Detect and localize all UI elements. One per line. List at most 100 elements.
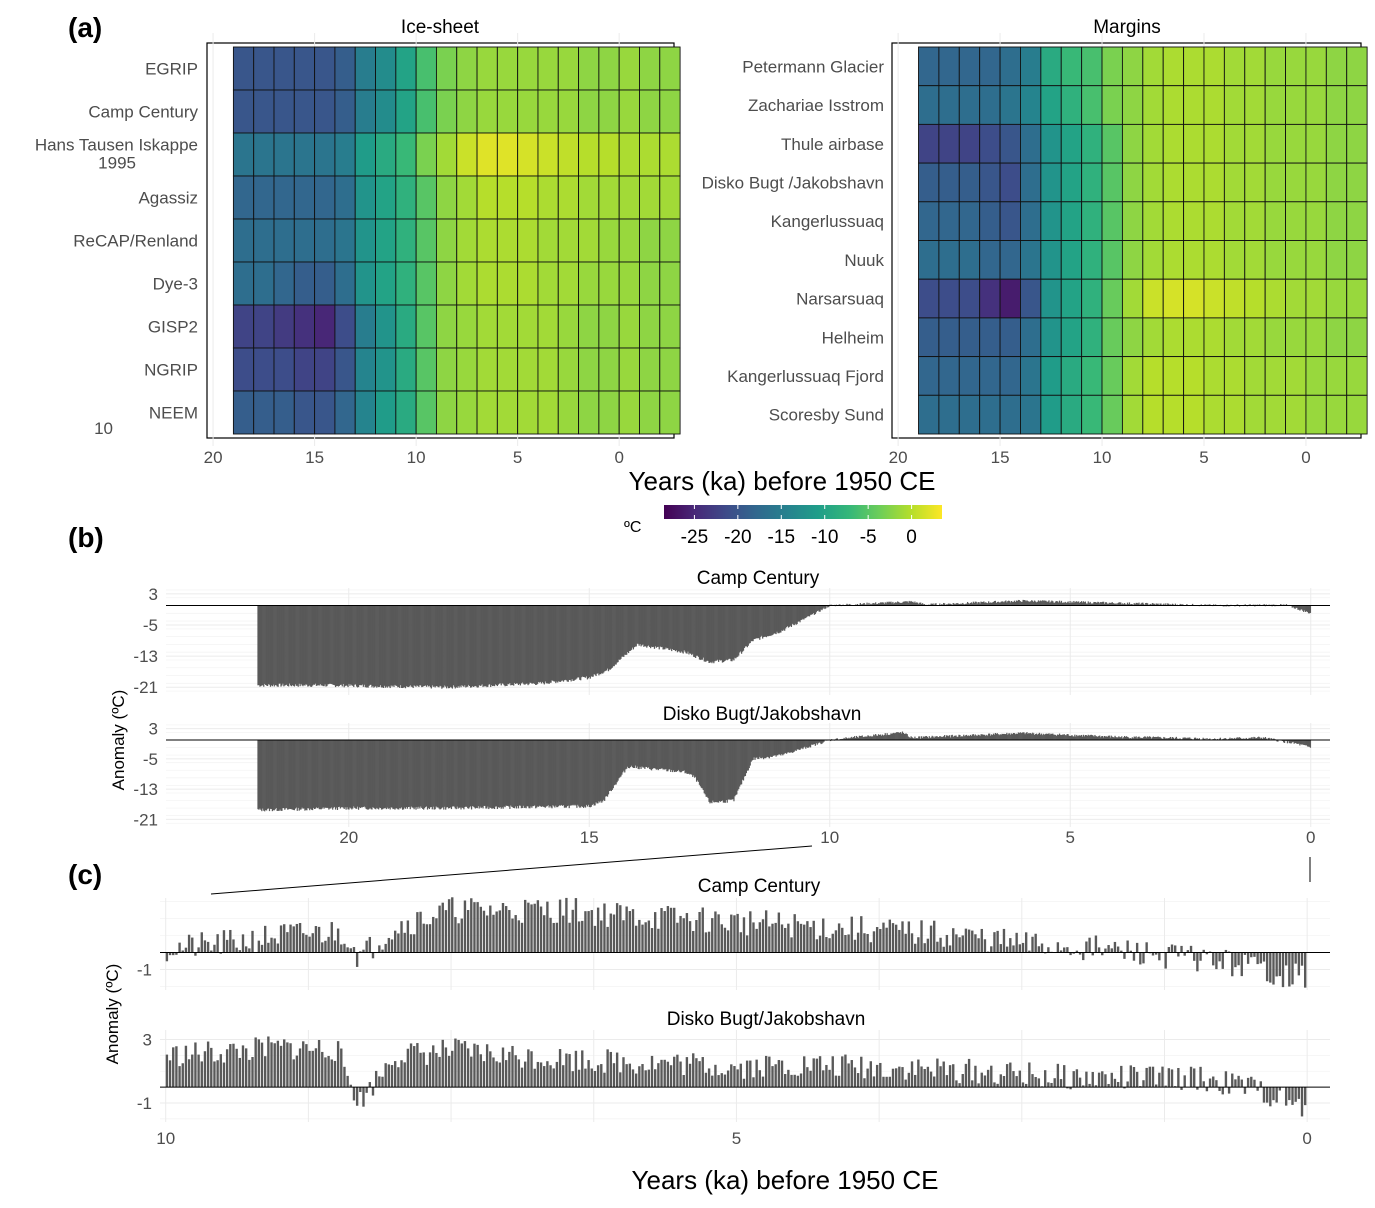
panel-b-camp-century-bar <box>911 601 913 606</box>
heatmap-ice-sheet-cell <box>517 132 539 177</box>
panel-c-camp-century-bar <box>971 930 974 953</box>
heatmap-margins-cell <box>1081 240 1103 280</box>
panel-c-disko-bugt-bar <box>1164 1085 1167 1088</box>
heatmap-ice-sheet-cell <box>253 89 275 134</box>
panel-c-disko-bugt-bar <box>543 1066 546 1088</box>
panel-b-disko-bugt-bar <box>269 740 272 809</box>
panel-b-disko-bugt-bar <box>968 736 971 741</box>
panel-b-camp-century-bar <box>985 602 987 606</box>
panel-b-disko-bugt-bar <box>481 740 483 808</box>
panel-b-camp-century-bar <box>871 604 873 606</box>
panel-c-camp-century-bar <box>704 932 708 953</box>
panel-c-disko-bugt-bar <box>894 1068 898 1088</box>
panel-b-camp-century-bar <box>445 605 447 687</box>
panel-b-camp-century-bar <box>352 605 354 686</box>
panel-b-disko-bugt-bar <box>364 740 366 808</box>
panel-c-camp-century-bar <box>875 927 879 953</box>
panel-b-disko-bugt-bar <box>1049 734 1051 741</box>
panel-b-camp-century-bar <box>695 605 697 658</box>
panel-b-camp-century-bar <box>498 605 500 684</box>
panel-b-camp-century-bar <box>288 605 290 687</box>
panel-c-disko-bugt-bar <box>514 1055 517 1088</box>
panel-b-disko-bugt-bar <box>982 734 984 741</box>
panel-b-disko-bugt-bar <box>638 740 640 770</box>
panel-c-camp-century-bar <box>1066 947 1069 953</box>
panel-c-camp-century-bar <box>679 915 682 953</box>
panel-c-disko-bugt-bar <box>879 1062 882 1088</box>
panel-b-disko-bugt-bar <box>441 740 443 808</box>
panel-b-disko-bugt-bar <box>963 734 965 741</box>
panel-b-camp-century-bar <box>701 605 703 660</box>
panel-b-camp-century-bar <box>525 605 527 684</box>
heatmap-ice-sheet-cell <box>415 390 437 435</box>
panel-b-camp-century-bar <box>1272 604 1274 606</box>
panel-b-disko-bugt-bar <box>1165 738 1167 741</box>
panel-b-camp-century-bar <box>1159 603 1161 606</box>
panel-b-disko-bugt-bar <box>587 740 590 805</box>
panel-b-disko-bugt-bar <box>299 740 301 810</box>
panel-b-camp-century-bar <box>1058 600 1061 606</box>
heatmap-ice-sheet-cell <box>415 304 437 349</box>
panel-b-camp-century-bar <box>1165 603 1167 606</box>
panel-b-camp-century-bar <box>353 605 355 688</box>
panel-b-camp-century-bar <box>876 604 878 606</box>
panel-b-disko-bugt-bar <box>1086 735 1088 741</box>
heatmap-margins-cell <box>979 394 1001 435</box>
panel-c-camp-century-bar <box>194 952 197 956</box>
panel-b-camp-century-bar <box>1120 602 1122 606</box>
panel-b-disko-bugt-bar <box>554 740 556 808</box>
heatmap-margins-cell <box>999 317 1021 358</box>
panel-c-disko-bugt-bar <box>1234 1079 1237 1088</box>
panel-c-disko-bugt-bar <box>378 1076 381 1088</box>
panel-c-camp-century-bar <box>841 927 844 953</box>
panel-b-disko-bugt-bar <box>582 740 584 807</box>
panel-b-disko-bugt-bar <box>450 740 453 810</box>
panel-b-disko-bugt-bar <box>965 735 967 741</box>
panel-b-camp-century-bar <box>764 605 767 637</box>
heatmap-margins-cell <box>979 201 1001 241</box>
panel-b-disko-bugt-bar <box>1124 735 1126 741</box>
panel-b-camp-century-bar <box>285 605 287 686</box>
panel-b-disko-bugt-bar <box>586 740 589 807</box>
heatmap-margins-cell <box>938 240 960 280</box>
heatmap-ice-sheet-cell <box>293 390 316 435</box>
panel-b-disko-bugt-bar <box>814 740 816 746</box>
panel-b-camp-century-bar <box>1298 605 1300 610</box>
panel-b-camp-century-bar <box>630 605 633 650</box>
panel-b-disko-bugt-bar <box>405 740 408 808</box>
panel-b-camp-century-bar <box>1029 601 1031 606</box>
panel-b-disko-bugt-bar <box>388 740 390 809</box>
panel-c-camp-century-bar <box>1174 945 1177 953</box>
heatmap-ice-sheet-cell <box>476 89 498 134</box>
panel-b-disko-bugt-bar <box>333 740 335 808</box>
panel-b-disko-bugt-bar <box>754 740 756 760</box>
panel-b-disko-bugt-bar <box>765 740 768 758</box>
panel-b-camp-century-bar <box>762 605 764 639</box>
heatmap-margins-cell <box>1121 201 1144 241</box>
heatmap-ice-sheet-cell <box>659 347 681 392</box>
heatmap-ice-sheet-cell <box>293 347 316 392</box>
panel-b-camp-century-bar <box>1046 602 1048 606</box>
panel-b-camp-century-bar <box>760 605 762 637</box>
panel-b-camp-century-bar <box>334 605 337 688</box>
panel-b-disko-bugt-bar <box>1214 738 1216 741</box>
panel-b-camp-century-bar <box>393 605 395 687</box>
panel-c-camp-century-bar <box>831 933 834 953</box>
panel-b-disko-bugt-bar <box>1191 738 1193 741</box>
panel-c-camp-century-bar <box>524 899 527 953</box>
panel-b-disko-bugt-bar <box>527 740 529 807</box>
panel-b-disko-bugt-bar <box>921 736 923 741</box>
panel-b-disko-bugt-bar <box>583 740 586 807</box>
panel-b-disko-bugt-bar <box>759 740 761 757</box>
panel-c-camp-century-bar <box>622 920 625 953</box>
panel-b-disko-bugt-bar <box>635 740 637 769</box>
panel-b-camp-century-bar <box>1125 604 1128 606</box>
panel-c-disko-bugt-bar <box>1294 1087 1297 1102</box>
panel-c-disko-bugt-bar <box>806 1067 809 1088</box>
panel-b-disko-bugt-bar <box>862 737 864 741</box>
panel-c-camp-century-bar <box>1275 952 1278 977</box>
panel-c-camp-century-bar <box>336 928 340 953</box>
panel-b-disko-bugt-bar <box>523 740 525 808</box>
panel-b-camp-century-bar <box>778 605 780 634</box>
